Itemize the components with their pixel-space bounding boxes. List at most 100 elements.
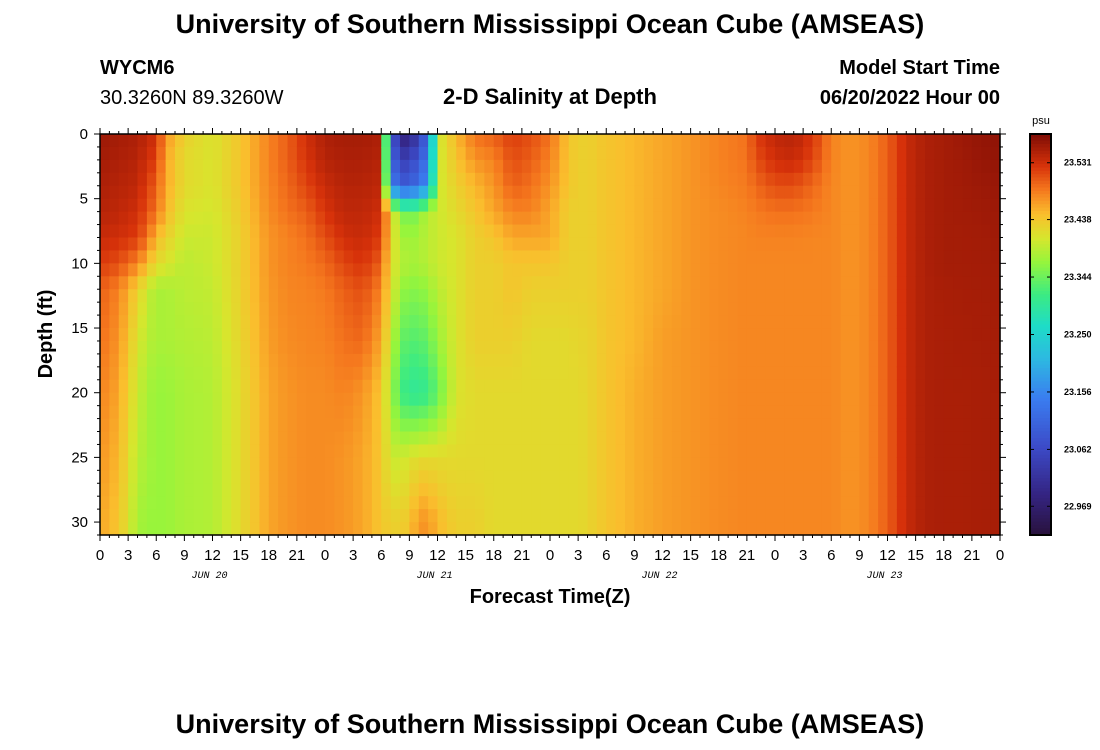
heatmap-cell [390, 444, 401, 458]
heatmap-cell [709, 444, 720, 458]
heatmap-cell [625, 392, 635, 407]
heatmap-cell [756, 276, 767, 290]
heatmap-cell [325, 289, 335, 303]
heatmap-cell [259, 224, 270, 239]
heatmap-cell [371, 146, 382, 161]
heatmap-cell [446, 496, 457, 510]
heatmap-cell [118, 509, 129, 523]
heatmap-cell [165, 146, 176, 161]
heatmap-cell [400, 134, 410, 148]
heatmap-cell [446, 444, 457, 458]
heatmap-cell [278, 134, 289, 148]
heatmap-cell [812, 146, 823, 161]
heatmap-cell [381, 328, 392, 342]
heatmap-cell [193, 146, 204, 161]
heatmap-cell [231, 470, 242, 484]
heatmap-cell [287, 198, 298, 213]
heatmap-cell [381, 509, 392, 523]
heatmap-cell [456, 185, 467, 200]
heatmap-cell [531, 457, 542, 471]
heatmap-cell [531, 302, 542, 316]
heatmap-cell [812, 405, 823, 420]
heatmap-cell [287, 392, 298, 407]
heatmap-cell [550, 328, 560, 342]
heatmap-cell [746, 418, 757, 433]
heatmap-cell [775, 328, 785, 342]
heatmap-cell [943, 522, 954, 536]
heatmap-cell [437, 444, 448, 458]
colorbar-swatch [1030, 508, 1051, 513]
heatmap-cell [118, 237, 129, 252]
heatmap-cell [512, 224, 523, 239]
heatmap-cell [100, 146, 110, 161]
x-axis-label: Forecast Time(Z) [470, 586, 631, 608]
heatmap-cell [850, 366, 860, 381]
heatmap-cell [578, 457, 589, 471]
heatmap-cell [737, 340, 748, 355]
heatmap-cell [203, 444, 214, 458]
heatmap-cell [278, 379, 289, 394]
heatmap-cell [184, 483, 195, 497]
heatmap-cell [512, 340, 523, 355]
heatmap-cell [981, 418, 992, 433]
heatmap-cell [934, 431, 945, 446]
heatmap-cell [784, 457, 795, 471]
heatmap-cell [887, 366, 898, 381]
heatmap-cell [709, 509, 720, 523]
heatmap-cell [531, 172, 542, 187]
heatmap-cell [137, 509, 148, 523]
heatmap-cell [793, 172, 804, 187]
heatmap-cell [428, 470, 439, 484]
heatmap-cell [165, 159, 176, 174]
heatmap-cell [240, 172, 251, 187]
heatmap-cell [456, 379, 467, 394]
heatmap-cell [409, 185, 420, 200]
heatmap-cell [587, 302, 598, 316]
heatmap-cell [784, 289, 795, 303]
heatmap-cell [203, 431, 214, 446]
heatmap-cell [962, 263, 973, 277]
heatmap-cell [334, 522, 345, 536]
heatmap-cell [887, 237, 898, 252]
heatmap-cell [334, 509, 345, 523]
heatmap-cell [550, 392, 560, 407]
heatmap-cell [596, 509, 607, 523]
heatmap-cell [475, 405, 485, 420]
colorbar-swatch [1030, 461, 1051, 466]
heatmap-cell [962, 198, 973, 213]
heatmap-cell [371, 353, 382, 368]
heatmap-cell [193, 405, 204, 420]
colorbar-swatch [1030, 214, 1051, 219]
heatmap-cell [512, 509, 523, 523]
heatmap-cell [850, 457, 860, 471]
heatmap-cell [278, 146, 289, 161]
heatmap-cell [878, 353, 889, 368]
heatmap-cell [887, 172, 898, 187]
heatmap-cell [671, 315, 682, 329]
heatmap-cell [643, 366, 654, 381]
colorbar-swatch [1030, 180, 1051, 185]
y-tick-label: 0 [80, 126, 88, 143]
heatmap-cell [418, 340, 429, 355]
heatmap-cell [465, 366, 476, 381]
colorbar-swatch [1030, 267, 1051, 272]
heatmap-cell [793, 418, 804, 433]
heatmap-cell [765, 392, 776, 407]
heatmap-cell [521, 457, 532, 471]
heatmap-cell [990, 211, 1001, 226]
heatmap-cell [531, 276, 542, 290]
colorbar-tick-label: 23.156 [1064, 387, 1092, 397]
heatmap-cell [287, 263, 298, 277]
heatmap-cell [278, 431, 289, 446]
heatmap-cell [700, 263, 710, 277]
heatmap-cell [418, 457, 429, 471]
heatmap-cell [287, 185, 298, 200]
heatmap-cell [596, 392, 607, 407]
heatmap-cell [671, 405, 682, 420]
heatmap-cell [990, 328, 1001, 342]
heatmap-cell [371, 289, 382, 303]
heatmap-cell [887, 198, 898, 213]
heatmap-cell [278, 237, 289, 252]
heatmap-cell [146, 418, 157, 433]
heatmap-cell [353, 237, 364, 252]
